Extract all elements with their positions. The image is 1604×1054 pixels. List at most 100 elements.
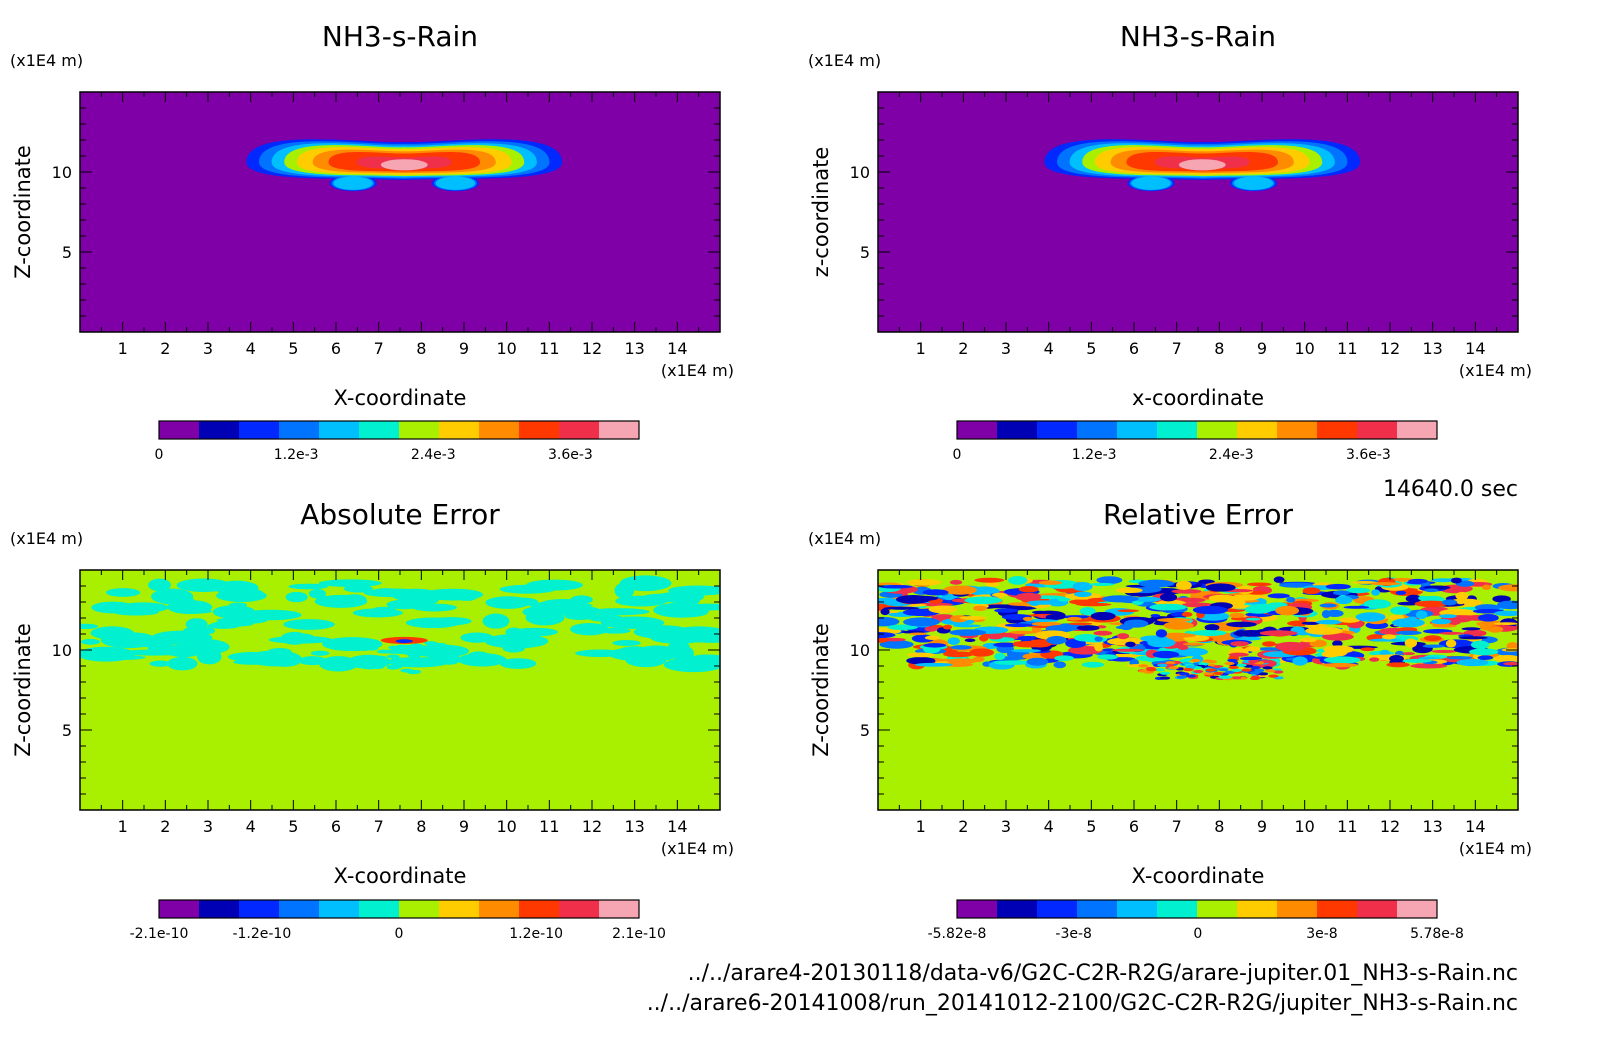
error-blob <box>972 605 988 611</box>
error-blob <box>1138 579 1175 588</box>
y-tick-label: 5 <box>860 721 870 740</box>
colorbar: 0 1.2e-3 2.4e-3 3.6e-3 <box>155 420 640 463</box>
error-blob <box>1066 616 1082 621</box>
error-blob <box>1152 650 1180 659</box>
error-blob <box>992 592 1008 597</box>
colorbar-swatch <box>279 421 320 439</box>
error-blob <box>1441 599 1458 606</box>
error-blob <box>1360 647 1375 652</box>
error-blob <box>1247 660 1259 664</box>
colorbar-swatch <box>399 421 440 439</box>
error-blob <box>1081 661 1105 668</box>
error-blob <box>1319 603 1337 608</box>
error-blob <box>704 659 720 669</box>
error-blob <box>1259 630 1298 637</box>
colorbar-swatch <box>1277 900 1318 918</box>
error-blob <box>187 584 231 590</box>
error-blob <box>1008 576 1028 585</box>
error-blob <box>683 629 720 643</box>
colorbar-swatch <box>1037 421 1078 439</box>
x-tick-label: 1 <box>916 339 926 358</box>
error-blob <box>1046 635 1067 645</box>
error-blob <box>289 633 315 642</box>
error-blob <box>419 662 433 667</box>
error-blob <box>906 656 936 665</box>
error-blob <box>880 608 890 616</box>
error-blob <box>1230 641 1249 647</box>
x-axis-label: x-coordinate <box>1132 386 1264 410</box>
colorbar-swatch <box>599 421 640 439</box>
error-blob <box>923 643 947 648</box>
colorbar-swatch <box>1197 421 1238 439</box>
colorbar-tick-label: 3.6e-3 <box>548 447 593 463</box>
colorbar-swatch <box>319 900 360 918</box>
x-tick-label: 8 <box>1214 339 1224 358</box>
colorbar-tick-label: 1.2e-3 <box>1072 447 1117 463</box>
error-blob <box>400 668 414 673</box>
error-blob <box>1154 668 1166 672</box>
colorbar-swatch <box>1157 900 1198 918</box>
error-blob <box>399 663 413 667</box>
error-blob <box>1493 622 1518 625</box>
contour-peak <box>380 159 428 171</box>
error-blob <box>987 633 1004 640</box>
error-blob <box>371 606 397 614</box>
error-blob <box>906 579 942 586</box>
error-blob <box>878 636 889 643</box>
error-blob <box>1338 617 1361 623</box>
x-tick-label: 2 <box>160 339 170 358</box>
error-blob <box>404 644 417 649</box>
error-blob <box>1493 655 1518 662</box>
error-blob <box>167 656 198 671</box>
error-blob <box>964 638 976 643</box>
error-blob <box>1160 676 1171 680</box>
error-blob <box>1205 583 1236 592</box>
error-blob <box>1450 577 1462 584</box>
error-blob <box>1456 658 1489 667</box>
x-tick-label: 2 <box>160 817 170 836</box>
error-blob <box>1179 659 1190 663</box>
error-blob <box>1458 636 1488 640</box>
error-blob <box>1156 617 1192 623</box>
heatmap-field <box>878 92 1518 332</box>
x-tick-label: 12 <box>582 339 602 358</box>
error-blob <box>1345 587 1371 594</box>
error-blob <box>994 652 1006 661</box>
error-blob <box>1438 631 1465 635</box>
error-blob <box>878 616 900 627</box>
x-tick-label: 6 <box>331 817 341 836</box>
x-tick-label: 14 <box>1465 817 1485 836</box>
colorbar-swatch <box>439 421 480 439</box>
x-tick-label: 6 <box>331 339 341 358</box>
error-blob <box>389 664 403 669</box>
x-tick-label: 7 <box>1172 339 1182 358</box>
error-blob <box>1333 590 1350 596</box>
error-blob <box>80 623 98 630</box>
colorbar-tick-label: 0 <box>395 926 404 942</box>
colorbar-swatch <box>1157 421 1198 439</box>
error-blob <box>91 601 135 614</box>
error-blob <box>603 651 648 658</box>
error-blob <box>964 596 1003 605</box>
colorbar-swatch <box>1077 421 1118 439</box>
error-blob <box>1487 626 1504 633</box>
error-blob <box>1332 640 1343 648</box>
error-blob <box>1068 622 1093 626</box>
error-blob <box>1123 619 1149 628</box>
x-tick-label: 1 <box>118 339 128 358</box>
error-blob <box>612 639 641 647</box>
colorbar-swatch <box>997 900 1038 918</box>
error-blob <box>90 626 134 640</box>
colorbar: -5.82e-8 -3e-8 0 3e-8 5.78e-8 <box>928 899 1464 942</box>
error-blob <box>1102 595 1139 603</box>
heatmap-field <box>80 570 720 810</box>
error-blob <box>1244 646 1261 652</box>
error-blob <box>386 654 400 659</box>
y-tick-label: 10 <box>850 641 870 660</box>
error-blob <box>228 602 247 608</box>
panel-title: NH3-s-Rain <box>322 20 478 53</box>
error-blob <box>1322 662 1358 668</box>
x-unit-label: (x1E4 m) <box>661 361 734 380</box>
error-blob <box>983 604 1020 609</box>
error-blob <box>615 595 668 607</box>
